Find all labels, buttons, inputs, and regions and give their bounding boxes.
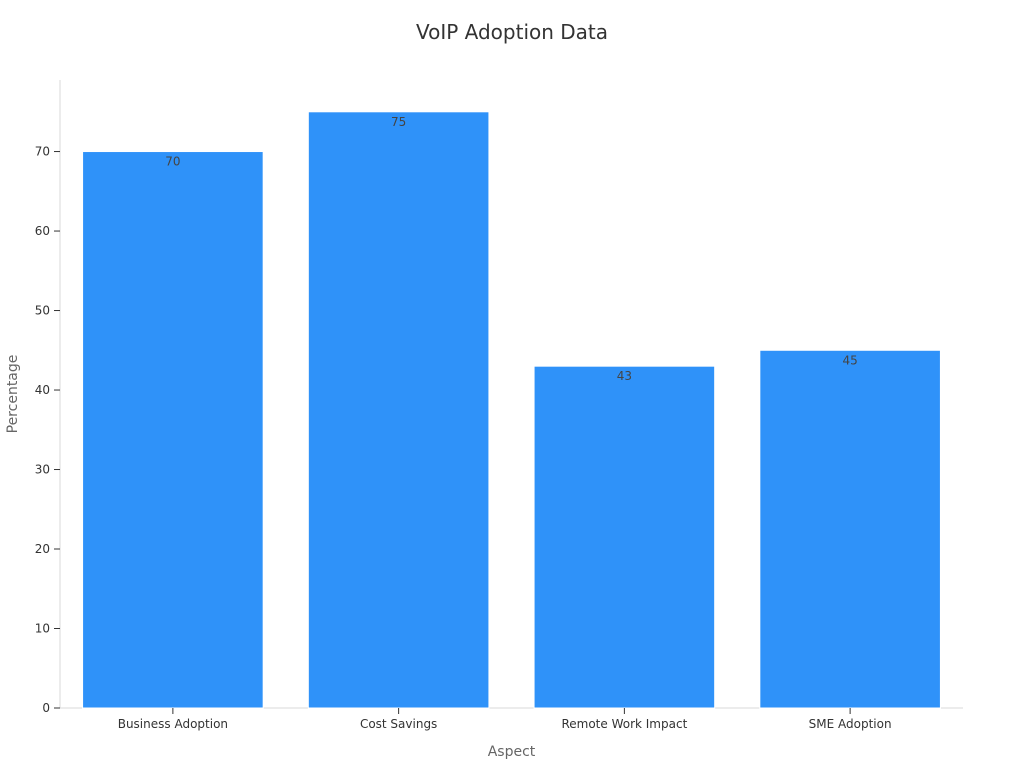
y-tick-label: 50 <box>35 304 50 318</box>
bar <box>759 349 941 709</box>
y-tick-label: 10 <box>35 622 50 636</box>
chart-title: VoIP Adoption Data <box>415 20 609 44</box>
bar <box>307 111 490 709</box>
x-tick-label: SME Adoption <box>809 717 892 731</box>
plot-area: 0 10 20 30 40 50 60 70 70 Business Adoption 75 Cost… <box>5 80 963 760</box>
y-tick-label: 20 <box>35 542 50 556</box>
y-tick-label: 0 <box>42 701 50 715</box>
y-tick-label: 30 <box>35 463 50 477</box>
y-axis-title: Percentage <box>5 355 21 434</box>
bar <box>82 151 264 709</box>
bar <box>533 365 716 709</box>
x-tick-label: Remote Work Impact <box>561 717 687 731</box>
x-tick-label: Business Adoption <box>118 717 228 731</box>
bar-data-label: 70 <box>165 155 180 169</box>
bar-data-label: 45 <box>842 353 857 367</box>
bar-data-label: 43 <box>617 369 632 383</box>
y-tick-label: 70 <box>35 145 50 159</box>
x-axis-title: Aspect <box>488 744 536 760</box>
y-tick-label: 60 <box>35 224 50 238</box>
y-tick-label: 40 <box>35 383 50 397</box>
bar-data-label: 75 <box>391 115 406 129</box>
x-tick-label: Cost Savings <box>360 717 437 731</box>
